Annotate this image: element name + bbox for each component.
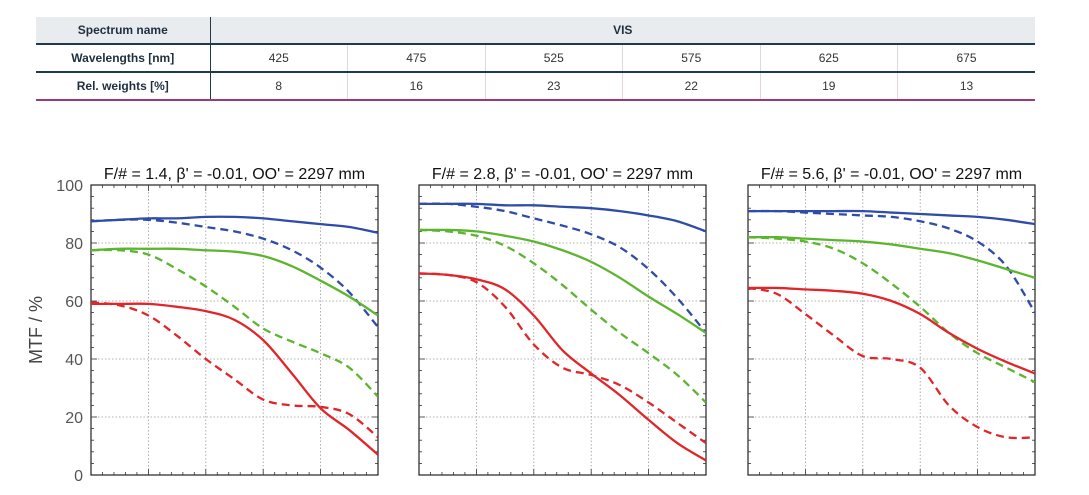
wavelength-cell: 425 [209,44,348,73]
red-solid-series-line [91,302,378,456]
y-tick-label: 80 [65,236,83,253]
red-solid-series-line [748,286,1035,375]
weight-cell: 19 [759,72,898,101]
weight-cell: 8 [209,72,348,101]
wavelength-cell: 575 [622,44,760,73]
wavelength-cell: 675 [897,44,1035,73]
weights-label: Rel. weights [%] [36,72,211,101]
spectrum-name-label: Spectrum name [36,17,211,45]
blue-dashed-series-line [419,202,706,334]
weight-cell: 13 [897,72,1035,101]
plot-frame [747,184,1036,476]
weights-row: Rel. weights [%] 8 16 23 22 19 13 [36,72,1035,101]
green-dashed-series-line [91,248,378,398]
y-axis-label: MTF / % [26,296,46,364]
wavelength-cell: 625 [759,44,898,73]
y-tick-label: 60 [65,294,83,311]
plot-frame [90,184,379,476]
mtf-panel-2: F/# = 2.8, β' = -0.01, OO' = 2297 mm [418,166,707,476]
green-solid-series-line [91,247,378,317]
y-tick-label: 0 [74,468,83,485]
spectrum-name-row: Spectrum name VIS [36,17,1035,45]
y-tick-label: 20 [65,410,83,427]
green-solid-series-line [419,228,706,334]
panel-title: F/# = 1.4, β' = -0.01, OO' = 2297 mm [104,166,365,183]
blue-solid-series-line [419,202,706,233]
spectrum-table: Spectrum name VIS Wavelengths [nm] 425 4… [36,17,1035,101]
weight-cell: 16 [347,72,485,101]
green-dashed-series-line [748,236,1035,384]
y-tick-label: 100 [56,178,83,195]
blue-solid-series-line [748,209,1035,226]
red-solid-series-line [419,272,706,462]
wavelengths-row: Wavelengths [nm] 425 475 525 575 625 675 [36,44,1035,73]
blue-dashed-series-line [748,209,1035,314]
green-dashed-series-line [419,228,706,404]
weight-cell: 22 [622,72,760,101]
red-dashed-series-line [748,286,1035,440]
mtf-panel-1: 0 20 40 60 80 100 MTF / % F/# = 1.4, β' = -0.01… [26,166,379,485]
panel-title: F/# = 5.6, β' = -0.01, OO' = 2297 mm [761,166,1022,183]
green-solid-series-line [748,235,1035,279]
panel-title: F/# = 2.8, β' = -0.01, OO' = 2297 mm [432,166,693,183]
wavelengths-label: Wavelengths [nm] [36,44,211,73]
y-tick-label: 40 [65,352,83,369]
mtf-panel-3: F/# = 5.6, β' = -0.01, OO' = 2297 mm [747,166,1036,476]
blue-solid-series-line [91,215,378,234]
blue-dashed-series-line [91,218,378,328]
wavelength-cell: 525 [484,44,623,73]
weight-cell: 23 [484,72,623,101]
wavelength-cell: 475 [347,44,485,73]
spectrum-name-value: VIS [210,17,1035,45]
